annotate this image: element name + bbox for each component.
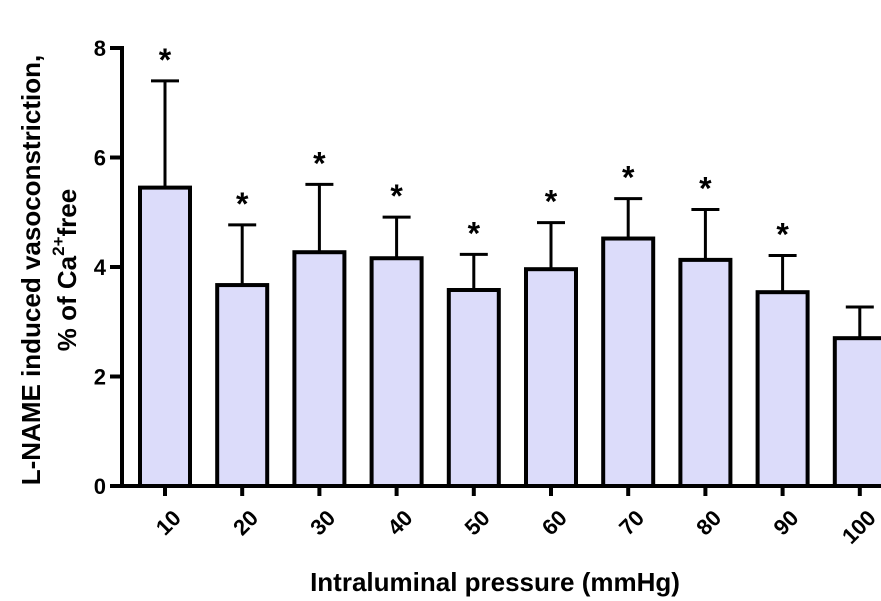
- significance-star-80: *: [699, 171, 712, 207]
- x-tick-label-90: 90: [768, 505, 803, 540]
- y-axis-label-line1: L-NAME induced vasoconstriction,: [16, 55, 46, 486]
- x-tick-label-40: 40: [382, 505, 417, 540]
- y-tick-label-0: 0: [94, 474, 106, 499]
- bar-80: [678, 257, 733, 488]
- x-tick-label-50: 50: [460, 505, 495, 540]
- significance-star-10: *: [159, 42, 172, 78]
- bar-40: [369, 256, 424, 488]
- bar-20: [215, 283, 270, 488]
- y-axis-label-suffix: free: [52, 189, 82, 237]
- bar-100: [832, 336, 881, 488]
- bars-group: [138, 185, 881, 489]
- significance-star-40: *: [390, 178, 403, 214]
- significance-star-20: *: [236, 186, 249, 222]
- significance-star-70: *: [622, 160, 635, 196]
- y-tick-label-4: 4: [94, 255, 107, 280]
- x-tick-label-20: 20: [228, 505, 263, 540]
- y-axis-label-line2: % of Ca2+free: [49, 189, 82, 351]
- significance-star-50: *: [468, 215, 481, 251]
- x-tick-label-60: 60: [537, 505, 572, 540]
- x-tick-label-100: 100: [837, 505, 881, 549]
- error-bars-group: [151, 79, 874, 339]
- y-tick-label-8: 8: [94, 36, 106, 61]
- x-tick-label-80: 80: [691, 505, 726, 540]
- significance-star-60: *: [545, 184, 558, 220]
- bar-90: [755, 290, 810, 488]
- axes-group: [110, 46, 870, 496]
- bar-70: [601, 236, 656, 488]
- x-tick-label-30: 30: [305, 505, 340, 540]
- bar-50: [446, 287, 501, 488]
- y-tick-label-2: 2: [94, 365, 106, 390]
- y-axis-label-prefix: % of Ca: [52, 255, 82, 351]
- bar-60: [524, 267, 578, 488]
- x-tick-labels-group: 10 20 30 40 50 60 70 80 90 100: [151, 505, 881, 549]
- y-axis-label-superscript: 2+: [49, 236, 68, 255]
- x-axis-label: Intraluminal pressure (mmHg): [310, 567, 680, 597]
- bar-10: [138, 185, 192, 489]
- y-tick-labels-group: 0 2 4 6 8: [94, 36, 107, 499]
- y-axis-label: L-NAME induced vasoconstriction, % of Ca…: [16, 55, 82, 486]
- significance-markers-group: * * * * * * * * *: [159, 42, 790, 253]
- bar-30: [292, 250, 347, 488]
- y-tick-label-6: 6: [94, 146, 106, 171]
- significance-star-30: *: [313, 145, 326, 181]
- x-tick-label-10: 10: [151, 505, 186, 540]
- x-tick-label-70: 70: [614, 505, 649, 540]
- significance-star-90: *: [776, 217, 789, 253]
